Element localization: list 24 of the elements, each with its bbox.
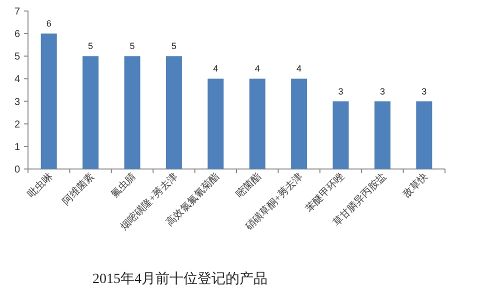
y-tick-label: 4 [14, 74, 20, 86]
y-tick-label: 5 [14, 52, 20, 63]
x-tick-label: 敌草快 [400, 170, 430, 200]
data-label: 4 [254, 64, 260, 74]
x-tick-label: 阿维菌素 [60, 170, 97, 208]
y-tick-label: 0 [14, 164, 20, 176]
data-label: 3 [338, 86, 344, 96]
data-label: 4 [296, 64, 302, 74]
x-tick-label: 氟虫腈 [108, 170, 138, 200]
y-tick-label: 2 [14, 119, 20, 130]
data-label: 4 [213, 64, 218, 74]
text: 2015年4月前十位登记的产品 [92, 271, 268, 287]
y-tick-label: 7 [14, 6, 20, 18]
data-label: 5 [88, 41, 94, 52]
data-label: 6 [46, 18, 52, 29]
y-tick-label: 1 [14, 142, 20, 153]
data-label: 3 [422, 86, 427, 96]
y-tick-label: 6 [14, 29, 20, 40]
data-label: 5 [130, 41, 135, 52]
x-tick-label: 吡虫啉 [25, 170, 55, 200]
y-tick-label: 3 [14, 96, 20, 108]
x-tick-label: 嘧菌酯 [234, 170, 264, 200]
data-label: 3 [380, 86, 385, 96]
data-label: 5 [171, 41, 176, 52]
